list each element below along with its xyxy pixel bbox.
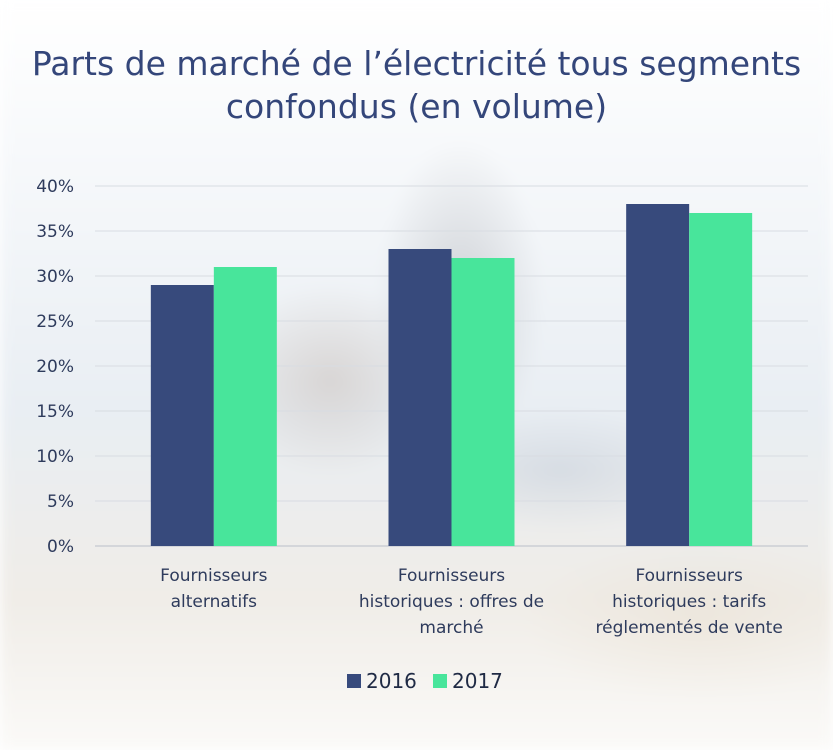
y-tick-label: 5% (47, 492, 74, 512)
y-tick-label: 30% (36, 267, 74, 287)
legend: 2016 2017 (347, 669, 503, 693)
bar-2016-3 (626, 204, 690, 546)
bar-2016-1 (150, 285, 214, 546)
bar-2017-2 (451, 258, 515, 546)
y-tick-label: 20% (36, 357, 74, 377)
bar-2017-3 (689, 213, 753, 546)
legend-swatch-2017 (433, 674, 447, 688)
category-labels: Fournisseurs alternatifs Fournisseurs histo… (160, 566, 783, 638)
legend-swatch-2016 (347, 674, 361, 688)
y-axis-ticks: 0% 5% 10% 15% 20% 25% 30% 35% 40% (36, 177, 74, 557)
y-tick-label: 0% (47, 537, 74, 557)
bar-2016-2 (388, 249, 452, 546)
y-tick-label: 25% (36, 312, 74, 332)
bar-2017-1 (213, 267, 277, 546)
x-category-label: Fournisseurs alternatifs (160, 566, 267, 612)
x-category-label: Fournisseurs historiques : offres de march… (359, 566, 544, 638)
legend-label-2017: 2017 (452, 669, 503, 693)
chart-title: Parts de marché de l’électricité tous se… (31, 44, 802, 126)
y-tick-label: 10% (36, 447, 74, 467)
y-tick-label: 15% (36, 402, 74, 422)
bars (150, 204, 753, 546)
x-category-label: Fournisseurs historiques : tarifs réglemen… (596, 566, 783, 638)
y-tick-label: 40% (36, 177, 74, 197)
legend-label-2016: 2016 (366, 669, 417, 693)
y-tick-label: 35% (36, 222, 74, 242)
